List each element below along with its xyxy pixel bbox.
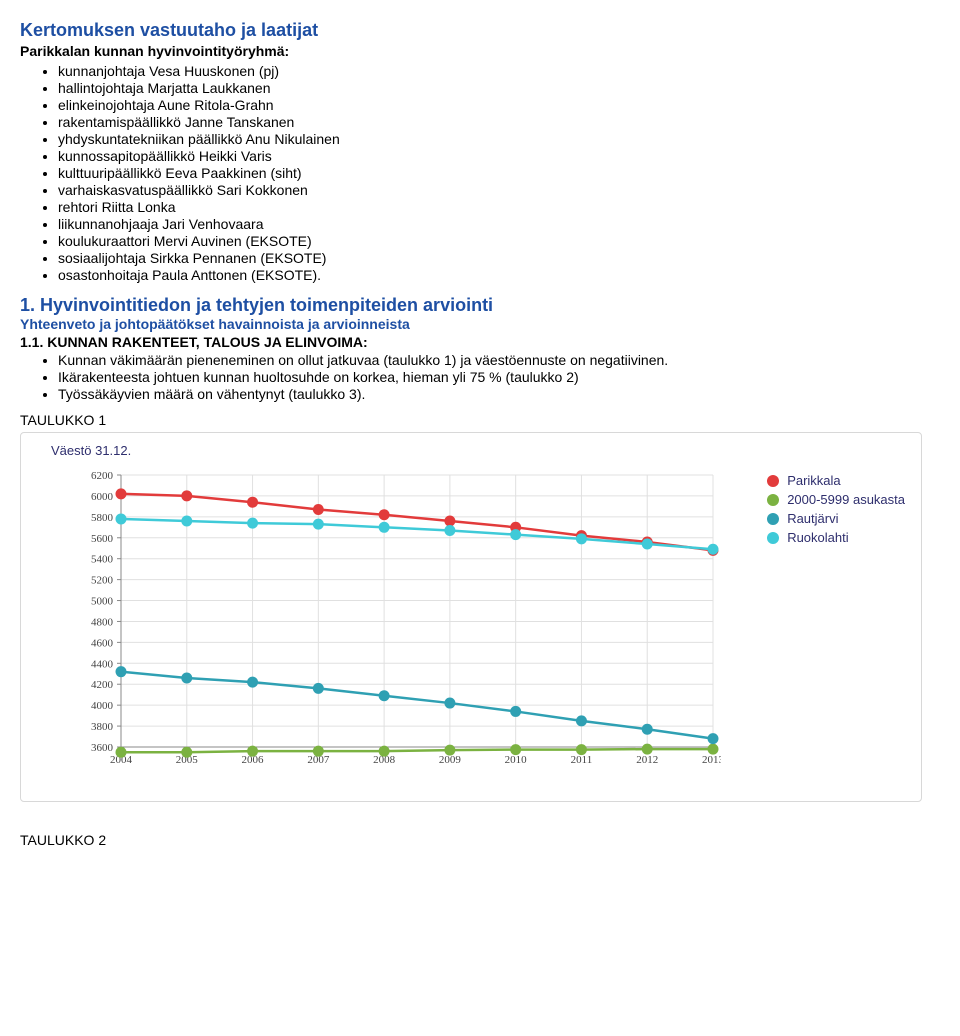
svg-text:5600: 5600: [91, 533, 114, 545]
list-item: rehtori Riitta Lonka: [58, 199, 940, 215]
section-1-1-title: 1.1. KUNNAN RAKENTEET, TALOUS JA ELINVOI…: [20, 334, 940, 350]
list-item: kulttuuripäällikkö Eeva Paakkinen (siht): [58, 165, 940, 181]
legend-swatch: [767, 475, 779, 487]
list-item: Kunnan väkimäärän pieneneminen on ollut …: [58, 352, 940, 368]
section-1-title: 1. Hyvinvointitiedon ja tehtyjen toimenp…: [20, 295, 940, 316]
legend-label: Ruokolahti: [787, 530, 848, 545]
legend-item: 2000-5999 asukasta: [767, 492, 905, 507]
svg-text:4600: 4600: [91, 637, 114, 649]
svg-text:4200: 4200: [91, 679, 114, 691]
legend-label: Rautjärvi: [787, 511, 838, 526]
members-list: kunnanjohtaja Vesa Huuskonen (pj)hallint…: [58, 63, 940, 283]
svg-text:5200: 5200: [91, 575, 114, 587]
section-1-subtitle: Yhteenveto ja johtopäätökset havainnoist…: [20, 316, 940, 332]
subtitle: Parikkalan kunnan hyvinvointityöryhmä:: [20, 43, 940, 59]
svg-text:2012: 2012: [636, 754, 658, 766]
legend-swatch: [767, 494, 779, 506]
list-item: hallintojohtaja Marjatta Laukkanen: [58, 80, 940, 96]
list-item: elinkeinojohtaja Aune Ritola-Grahn: [58, 97, 940, 113]
page-title: Kertomuksen vastuutaho ja laatijat: [20, 20, 940, 41]
chart-plot: 3600 3800 4000 4200 4400 4600 4800 5000 5200 5400…: [81, 471, 721, 771]
list-item: kunnanjohtaja Vesa Huuskonen (pj): [58, 63, 940, 79]
legend-swatch: [767, 513, 779, 525]
list-item: rakentamispäällikkö Janne Tanskanen: [58, 114, 940, 130]
chart-title: Väestö 31.12.: [51, 443, 131, 458]
svg-text:5400: 5400: [91, 554, 114, 566]
svg-text:5800: 5800: [91, 512, 114, 524]
legend-item: Rautjärvi: [767, 511, 905, 526]
list-item: Työssäkäyvien määrä on vähentynyt (taulu…: [58, 386, 940, 402]
svg-text:2009: 2009: [439, 754, 462, 766]
list-item: varhaiskasvatuspäällikkö Sari Kokkonen: [58, 182, 940, 198]
section-1-bullets: Kunnan väkimäärän pieneneminen on ollut …: [58, 352, 940, 402]
svg-text:2011: 2011: [571, 754, 593, 766]
svg-text:5000: 5000: [91, 596, 114, 608]
svg-text:6200: 6200: [91, 471, 114, 482]
list-item: liikunnanohjaaja Jari Venhovaara: [58, 216, 940, 232]
list-item: kunnossapitopäällikkö Heikki Varis: [58, 148, 940, 164]
list-item: yhdyskuntatekniikan päällikkö Anu Nikula…: [58, 131, 940, 147]
svg-text:4400: 4400: [91, 658, 114, 670]
svg-text:3600: 3600: [91, 742, 114, 754]
svg-text:6000: 6000: [91, 491, 114, 503]
legend-item: Ruokolahti: [767, 530, 905, 545]
svg-text:4800: 4800: [91, 616, 114, 628]
svg-text:4000: 4000: [91, 700, 114, 712]
svg-text:3800: 3800: [91, 721, 114, 733]
population-chart: Väestö 31.12. 3600 3800 4000 4200 4400 4600 48…: [20, 432, 922, 802]
svg-text:2013: 2013: [702, 754, 721, 766]
list-item: sosiaalijohtaja Sirkka Pennanen (EKSOTE): [58, 250, 940, 266]
legend-label: 2000-5999 asukasta: [787, 492, 905, 507]
legend-label: Parikkala: [787, 473, 840, 488]
chart-legend: Parikkala 2000-5999 asukasta Rautjärvi Ruok…: [767, 473, 905, 549]
legend-swatch: [767, 532, 779, 544]
table-1-label: TAULUKKO 1: [20, 412, 940, 428]
subtitle-text: Parikkalan kunnan hyvinvointityöryhmä:: [20, 43, 289, 59]
list-item: osastonhoitaja Paula Anttonen (EKSOTE).: [58, 267, 940, 283]
table-2-label: TAULUKKO 2: [20, 832, 940, 848]
list-item: koulukuraattori Mervi Auvinen (EKSOTE): [58, 233, 940, 249]
legend-item: Parikkala: [767, 473, 905, 488]
svg-text:2010: 2010: [505, 754, 527, 766]
list-item: Ikärakenteesta johtuen kunnan huoltosuhd…: [58, 369, 940, 385]
